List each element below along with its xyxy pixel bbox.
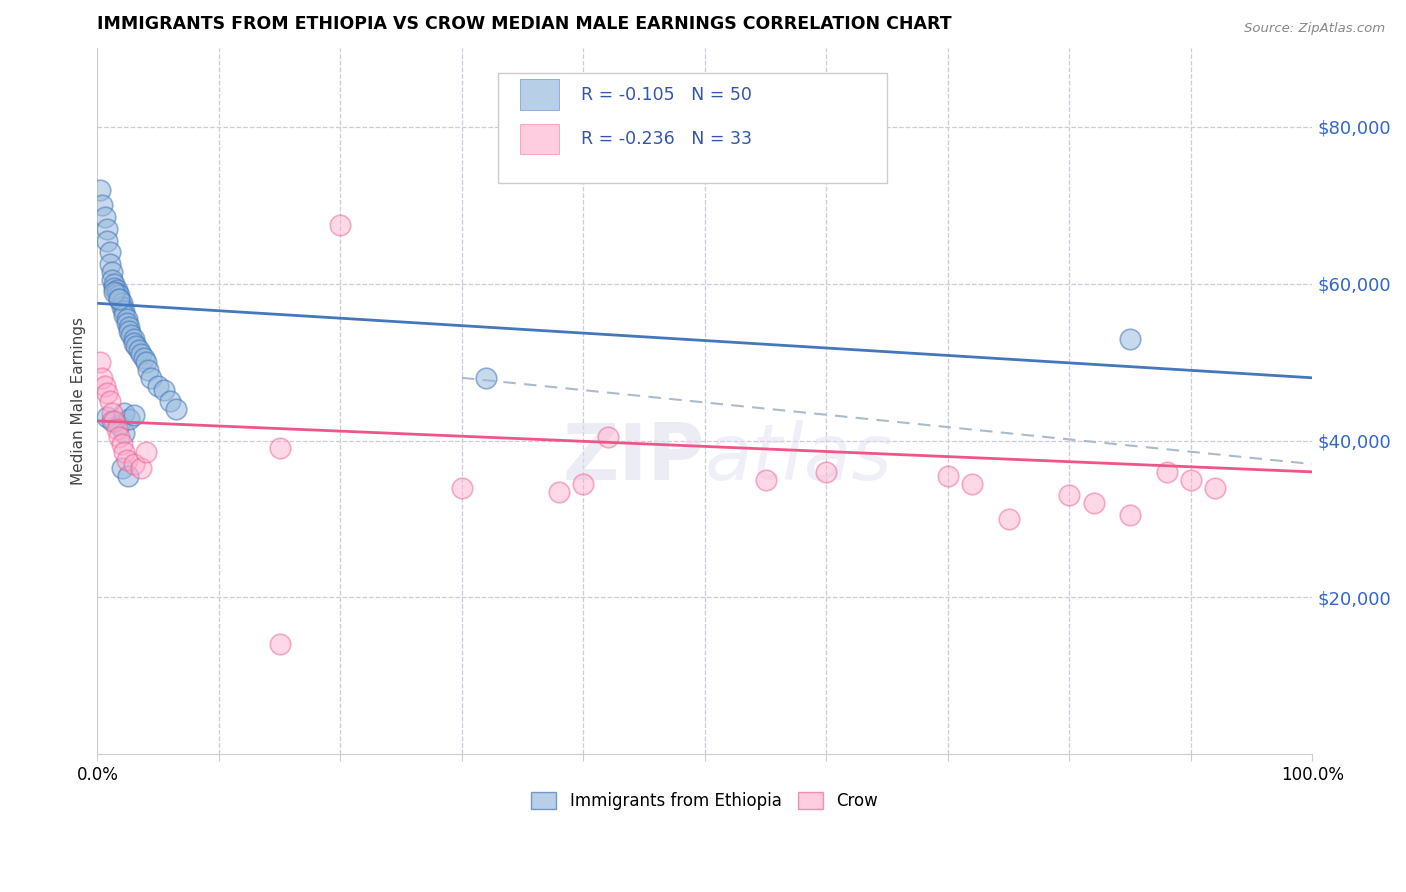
Point bbox=[105, 422, 128, 436]
Point bbox=[111, 300, 134, 314]
Point bbox=[98, 257, 121, 271]
Point bbox=[815, 465, 838, 479]
Point bbox=[269, 442, 291, 456]
Point bbox=[98, 245, 121, 260]
Point bbox=[105, 286, 128, 301]
Point bbox=[101, 414, 124, 428]
Text: R = -0.105   N = 50: R = -0.105 N = 50 bbox=[581, 86, 752, 103]
Point bbox=[120, 327, 142, 342]
Point bbox=[269, 637, 291, 651]
Point bbox=[122, 332, 145, 346]
Point bbox=[475, 371, 498, 385]
Point bbox=[103, 277, 125, 291]
Point bbox=[115, 316, 138, 330]
Point bbox=[1059, 488, 1081, 502]
Point bbox=[118, 319, 141, 334]
Point bbox=[129, 347, 152, 361]
Point bbox=[159, 394, 181, 409]
Point bbox=[1156, 465, 1178, 479]
Point bbox=[548, 484, 571, 499]
Point bbox=[1180, 473, 1202, 487]
Point bbox=[112, 406, 135, 420]
Point bbox=[93, 378, 115, 392]
Point bbox=[108, 417, 131, 432]
Point bbox=[122, 457, 145, 471]
Point bbox=[135, 355, 157, 369]
Point bbox=[112, 425, 135, 440]
FancyBboxPatch shape bbox=[520, 79, 560, 110]
Point bbox=[115, 453, 138, 467]
Point bbox=[101, 265, 124, 279]
Point bbox=[93, 210, 115, 224]
Legend: Immigrants from Ethiopia, Crow: Immigrants from Ethiopia, Crow bbox=[524, 785, 884, 816]
FancyBboxPatch shape bbox=[520, 124, 560, 154]
Text: R = -0.236   N = 33: R = -0.236 N = 33 bbox=[581, 130, 752, 148]
Point bbox=[103, 280, 125, 294]
Point bbox=[96, 386, 118, 401]
Point bbox=[91, 198, 114, 212]
Point bbox=[108, 429, 131, 443]
Point bbox=[115, 312, 138, 326]
FancyBboxPatch shape bbox=[498, 73, 887, 183]
Point bbox=[118, 324, 141, 338]
Text: Source: ZipAtlas.com: Source: ZipAtlas.com bbox=[1244, 22, 1385, 36]
Point bbox=[103, 414, 125, 428]
Point bbox=[132, 351, 155, 366]
Text: atlas: atlas bbox=[704, 420, 893, 496]
Point bbox=[117, 468, 139, 483]
Point bbox=[960, 476, 983, 491]
Text: IMMIGRANTS FROM ETHIOPIA VS CROW MEDIAN MALE EARNINGS CORRELATION CHART: IMMIGRANTS FROM ETHIOPIA VS CROW MEDIAN … bbox=[97, 15, 952, 33]
Point bbox=[936, 468, 959, 483]
Point bbox=[96, 234, 118, 248]
Point bbox=[1119, 508, 1142, 522]
Point bbox=[129, 461, 152, 475]
Point bbox=[138, 363, 160, 377]
Point bbox=[112, 308, 135, 322]
Point bbox=[1204, 481, 1226, 495]
Point bbox=[105, 283, 128, 297]
Point bbox=[103, 285, 125, 299]
Point bbox=[96, 410, 118, 425]
Point bbox=[1119, 332, 1142, 346]
Point bbox=[122, 335, 145, 350]
Point bbox=[108, 293, 131, 307]
Point bbox=[755, 473, 778, 487]
Point bbox=[118, 411, 141, 425]
Point bbox=[596, 429, 619, 443]
Point bbox=[98, 394, 121, 409]
Point bbox=[1083, 496, 1105, 510]
Point bbox=[153, 383, 176, 397]
Point bbox=[135, 445, 157, 459]
Point bbox=[112, 445, 135, 459]
Point bbox=[111, 296, 134, 310]
Point bbox=[450, 481, 472, 495]
Y-axis label: Median Male Earnings: Median Male Earnings bbox=[72, 318, 86, 485]
Point bbox=[89, 183, 111, 197]
Point bbox=[122, 409, 145, 423]
Point bbox=[146, 378, 169, 392]
Text: ZIP: ZIP bbox=[562, 420, 704, 496]
Point bbox=[91, 371, 114, 385]
Point bbox=[96, 222, 118, 236]
Point bbox=[997, 512, 1019, 526]
Point bbox=[108, 288, 131, 302]
Point bbox=[112, 304, 135, 318]
Point bbox=[128, 343, 150, 358]
Point bbox=[139, 371, 162, 385]
Point bbox=[572, 476, 595, 491]
Point bbox=[89, 355, 111, 369]
Point bbox=[108, 293, 131, 307]
Point bbox=[111, 461, 134, 475]
Point bbox=[101, 273, 124, 287]
Point bbox=[125, 339, 148, 353]
Point bbox=[329, 218, 352, 232]
Point bbox=[165, 402, 187, 417]
Point bbox=[101, 406, 124, 420]
Point bbox=[111, 437, 134, 451]
